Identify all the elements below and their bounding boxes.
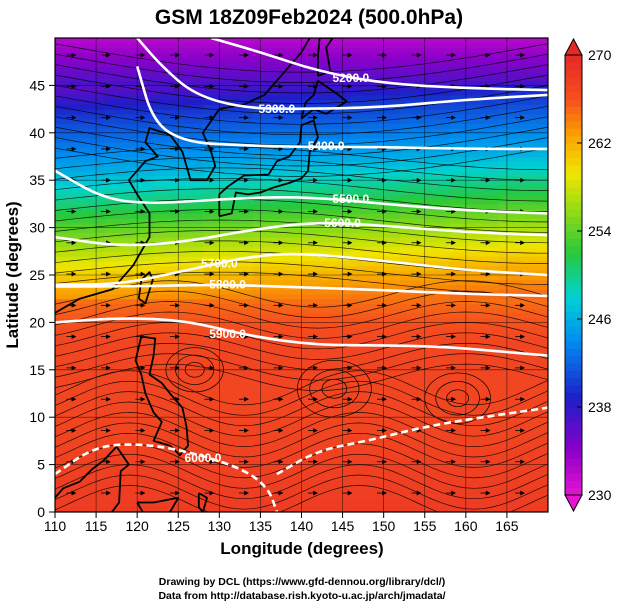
height-contours: 5200.0 5300.0 5400.0 5500.0 5600.0 5700.0 5800… bbox=[55, 38, 548, 512]
contour-label: 5700.0 bbox=[201, 257, 238, 271]
contour-line bbox=[55, 221, 548, 247]
contour-label: 5600.0 bbox=[324, 216, 361, 230]
colorbar-tick-label: 262 bbox=[588, 135, 612, 151]
contour-label: 5400.0 bbox=[308, 139, 345, 153]
y-tick-label: 45 bbox=[29, 77, 45, 93]
y-tick-label: 10 bbox=[29, 409, 45, 425]
contour-line bbox=[55, 443, 279, 512]
contour-label: 5900.0 bbox=[209, 327, 246, 341]
contour-line bbox=[210, 38, 548, 92]
colorbar-tick-label: 270 bbox=[588, 47, 612, 63]
colorbar-tick-label: 238 bbox=[588, 399, 612, 415]
credit-data: Data from http://database.rish.kyoto-u.a… bbox=[158, 590, 445, 602]
x-tick-label: 130 bbox=[208, 518, 232, 534]
colorbar-min-arrow bbox=[564, 494, 583, 513]
contour-line bbox=[55, 283, 548, 298]
x-tick-label: 135 bbox=[249, 518, 273, 534]
y-tick-label: 20 bbox=[29, 314, 45, 330]
contour-label: 5200.0 bbox=[332, 71, 369, 85]
colorbar-max-arrow bbox=[564, 37, 583, 56]
x-tick-label: 120 bbox=[125, 518, 149, 534]
x-axis-label: Longitude (degrees) bbox=[220, 539, 383, 558]
x-tick-label: 140 bbox=[290, 518, 314, 534]
colorbar: 230 238 246 254 262 270 bbox=[564, 37, 612, 513]
y-tick-label: 0 bbox=[37, 504, 45, 520]
y-tick-label: 35 bbox=[29, 172, 45, 188]
contour-line bbox=[136, 38, 548, 111]
contour-line bbox=[55, 317, 548, 357]
contour-label: 6000.0 bbox=[185, 451, 222, 465]
y-tick-label: 25 bbox=[29, 267, 45, 283]
colorbar-tick-label: 254 bbox=[588, 223, 612, 239]
y-tick-label: 40 bbox=[29, 125, 45, 141]
x-tick-label: 165 bbox=[495, 518, 519, 534]
x-tick-label: 125 bbox=[167, 518, 191, 534]
x-tick-label: 115 bbox=[85, 518, 108, 534]
x-axis-ticks: 110 115 120 125 130 135 140 145 150 155 160 165 bbox=[44, 512, 519, 534]
x-tick-label: 160 bbox=[454, 518, 478, 534]
contour-line bbox=[276, 406, 548, 476]
y-tick-label: 15 bbox=[29, 362, 45, 378]
x-tick-label: 150 bbox=[372, 518, 396, 534]
contour-line bbox=[55, 169, 548, 215]
x-tick-label: 110 bbox=[44, 518, 67, 534]
coastlines bbox=[55, 38, 435, 512]
plot-area: 5200.0 5300.0 5400.0 5500.0 5600.0 5700.0 5800… bbox=[54, 37, 549, 513]
colorbar-tick-label: 246 bbox=[588, 311, 612, 327]
grid-lines bbox=[55, 38, 548, 512]
contour-label: 5500.0 bbox=[332, 192, 369, 206]
y-axis-ticks: 0 5 10 15 20 25 30 35 40 45 bbox=[29, 77, 55, 520]
x-tick-label: 145 bbox=[331, 518, 355, 534]
contour-label: 5800.0 bbox=[209, 277, 246, 291]
y-tick-label: 5 bbox=[37, 457, 45, 473]
y-axis-label: Latitude (degrees) bbox=[3, 201, 22, 348]
y-tick-label: 30 bbox=[29, 220, 45, 236]
colorbar-tick-label: 230 bbox=[588, 487, 612, 503]
x-tick-label: 155 bbox=[413, 518, 437, 534]
contour-line bbox=[135, 66, 548, 151]
contour-label: 5300.0 bbox=[258, 102, 295, 116]
chart-title: GSM 18Z09Feb2024 (500.0hPa) bbox=[155, 6, 463, 29]
credit-drawing: Drawing by DCL (https://www.gfd-dennou.o… bbox=[159, 576, 445, 588]
contour-line bbox=[55, 252, 548, 286]
